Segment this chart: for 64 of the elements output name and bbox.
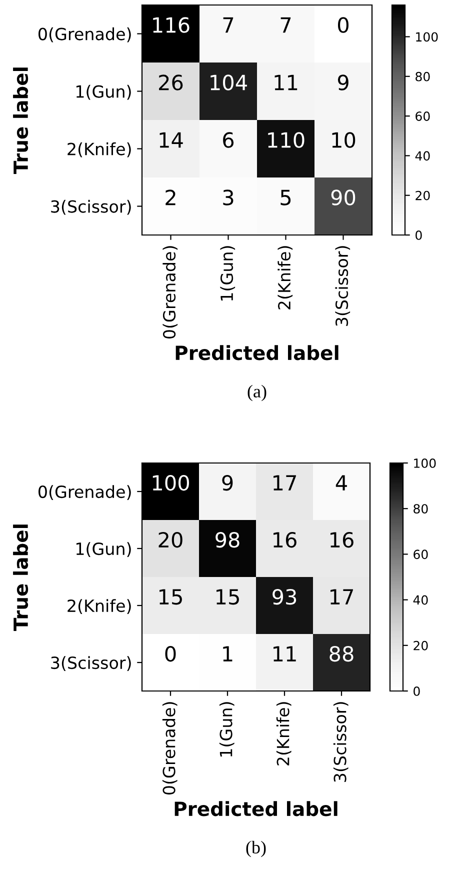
x-tick-label: 1(Gun) bbox=[220, 246, 236, 301]
data-label: 98 bbox=[216, 532, 240, 548]
data-label: 20 bbox=[158, 532, 182, 548]
data-label: 4 bbox=[336, 475, 347, 490]
color-bar-label: 60 bbox=[414, 550, 428, 560]
color-bar-label: 100 bbox=[414, 458, 436, 468]
color-bar-label: 40 bbox=[415, 151, 430, 161]
y-tick-label: 0(Grenade) bbox=[38, 27, 131, 42]
data-label: 90 bbox=[331, 190, 356, 206]
color-bar-label: 0 bbox=[416, 230, 422, 240]
color-bar-label: 40 bbox=[413, 595, 428, 605]
data-label: 88 bbox=[330, 646, 354, 662]
color-bar-label: 20 bbox=[416, 190, 430, 200]
data-label: 11 bbox=[274, 646, 296, 662]
data-label: 15 bbox=[216, 589, 239, 605]
color-bar-label: 100 bbox=[416, 32, 438, 42]
x-tick-label: 2(Knife) bbox=[276, 702, 292, 766]
data-label: 10 bbox=[332, 132, 356, 148]
y-tick-label: 3(Scissor) bbox=[51, 200, 131, 215]
data-label: 17 bbox=[330, 589, 353, 604]
y-tick-label: 2(Knife) bbox=[68, 599, 131, 614]
y-tick-label: 1(Gun) bbox=[76, 84, 131, 100]
data-label: 9 bbox=[338, 74, 348, 90]
y-tick-label: 3(Scissor) bbox=[51, 656, 131, 672]
data-label: 116 bbox=[153, 17, 190, 33]
data-label: 2 bbox=[166, 190, 176, 206]
x-tick-label: 3(Scissor) bbox=[333, 702, 348, 782]
data-label: 15 bbox=[160, 589, 182, 605]
x-axis-title: Predicted label bbox=[174, 801, 338, 816]
data-label: 0 bbox=[165, 646, 176, 662]
color-bar-label: 20 bbox=[414, 640, 428, 650]
data-label: 3 bbox=[223, 190, 234, 206]
data-label: 104 bbox=[210, 74, 247, 90]
data-label: 11 bbox=[274, 74, 298, 90]
y-tick-label: 0(Grenade) bbox=[38, 485, 131, 500]
data-label: 100 bbox=[152, 474, 189, 491]
data-label: 7 bbox=[280, 17, 291, 33]
data-label: 16 bbox=[330, 532, 354, 548]
color-bar-label: 80 bbox=[416, 72, 430, 82]
data-label: 7 bbox=[223, 17, 234, 33]
data-label: 5 bbox=[280, 190, 291, 206]
text: (a) bbox=[248, 384, 266, 402]
data-label: 1 bbox=[223, 646, 232, 662]
data-label: 16 bbox=[274, 532, 296, 548]
x-tick-label: 3(Scissor) bbox=[335, 246, 350, 326]
y-tick-label: 1(Gun) bbox=[76, 542, 131, 558]
x-tick-label: 1(Gun) bbox=[219, 702, 234, 757]
y-axis-title: True label bbox=[13, 524, 28, 631]
data-label: 93 bbox=[272, 588, 296, 605]
y-tick-label: 2(Knife) bbox=[68, 142, 131, 158]
data-label: 9 bbox=[222, 474, 233, 491]
data-label: 26 bbox=[159, 74, 183, 90]
x-tick-label: 2(Knife) bbox=[278, 246, 293, 310]
data-label: 14 bbox=[160, 132, 183, 148]
color-bar-label: 0 bbox=[414, 686, 420, 696]
x-axis-title: Predicted label bbox=[176, 345, 338, 360]
data-label: 0 bbox=[338, 17, 348, 33]
data-label: 6 bbox=[223, 132, 234, 148]
color-bar-label: 80 bbox=[414, 504, 428, 514]
data-label: 17 bbox=[274, 475, 296, 490]
data-label: 110 bbox=[268, 132, 304, 148]
y-axis-title: True label bbox=[13, 68, 28, 174]
color-bar-label: 60 bbox=[416, 112, 430, 121]
text: (b) bbox=[246, 840, 266, 858]
